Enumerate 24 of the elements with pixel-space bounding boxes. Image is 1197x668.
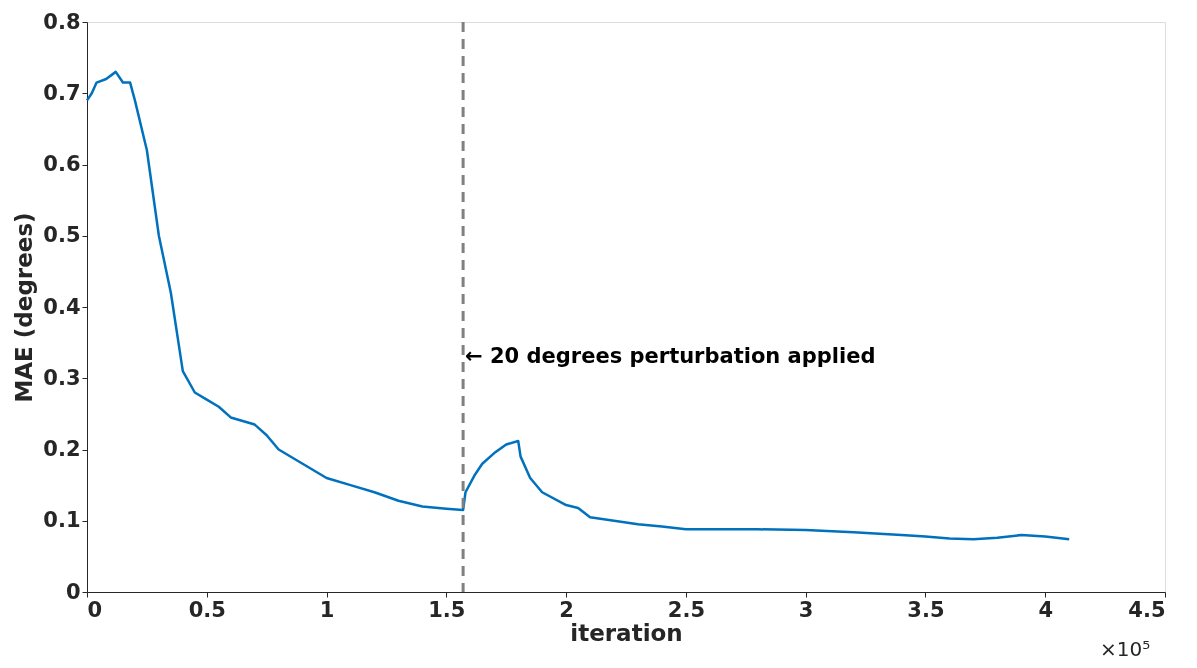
x-tick-label: 3 xyxy=(798,597,814,622)
x-tick-label: 4.5 xyxy=(1128,597,1166,622)
y-tick-label: 0.3 xyxy=(43,365,81,390)
y-tick-label: 0.7 xyxy=(43,80,81,105)
y-tick-label: 0.8 xyxy=(43,9,81,34)
x-tick-label: 2.5 xyxy=(667,597,705,622)
x-tick-label: 4 xyxy=(1038,597,1054,622)
y-tick-label: 0 xyxy=(65,579,81,604)
ref-line-label: ← 20 degrees perturbation applied xyxy=(465,343,876,368)
x-tick-label: 0 xyxy=(87,597,103,622)
y-tick-label: 0.6 xyxy=(43,152,81,176)
x-tick-label: 1 xyxy=(319,597,335,622)
x-tick-label: 3.5 xyxy=(907,597,945,622)
x-tick-label: 2 xyxy=(559,597,574,622)
y-tick-label: 0.1 xyxy=(43,508,81,533)
y-tick-label: 0.2 xyxy=(43,437,81,461)
y-tick-label: 0.5 xyxy=(43,223,81,248)
x-tick-label: 1.5 xyxy=(428,597,466,622)
text: ×10⁵ xyxy=(1100,637,1151,661)
x-axis-title: iteration xyxy=(570,619,683,646)
line-series xyxy=(85,70,1071,541)
y-tick-label: 0.4 xyxy=(43,294,81,319)
y-axis-title: MAE (degrees) xyxy=(11,212,38,403)
x-tick-label: 0.5 xyxy=(188,597,226,622)
